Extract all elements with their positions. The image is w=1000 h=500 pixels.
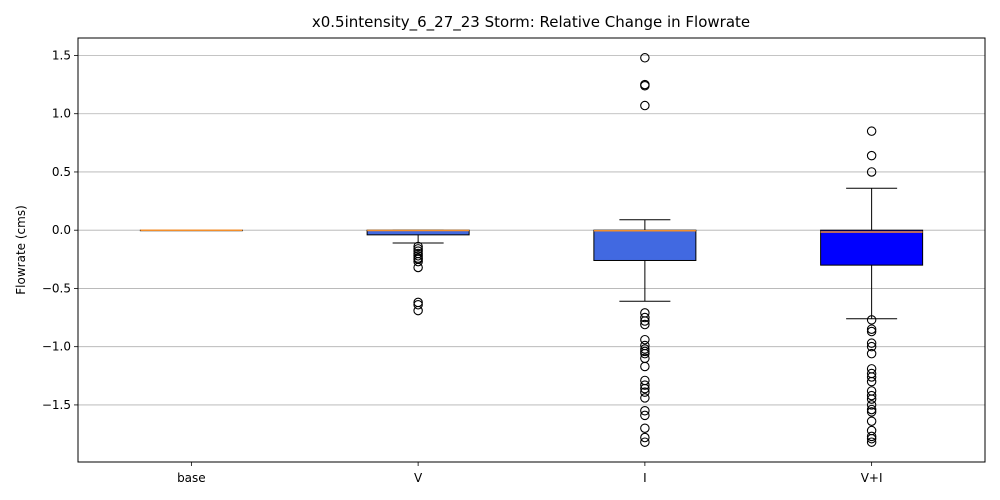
outlier-point xyxy=(866,324,877,334)
y-tick-label: 1.0 xyxy=(52,107,71,121)
x-tick-label: I xyxy=(643,471,647,485)
outlier-point xyxy=(640,344,650,354)
outlier-point xyxy=(640,432,650,443)
y-tick-label: 0.0 xyxy=(52,223,71,237)
y-tick-label: −0.5 xyxy=(42,281,71,295)
outlier-point xyxy=(413,299,423,310)
outlier-point xyxy=(640,437,650,447)
outlier-point xyxy=(866,348,877,359)
outlier-point xyxy=(866,315,877,325)
outlier-point xyxy=(866,167,877,177)
outlier-point xyxy=(413,256,423,267)
outlier-point xyxy=(413,244,423,254)
iqr-box xyxy=(820,229,924,266)
outlier-point xyxy=(866,338,877,348)
outlier-point xyxy=(640,81,650,91)
outlier-point xyxy=(866,416,877,426)
outlier-point xyxy=(640,53,650,63)
y-tick-label: −1.5 xyxy=(42,398,71,412)
box-vi xyxy=(820,126,924,447)
outlier-point xyxy=(640,393,650,403)
outlier-point xyxy=(866,404,877,415)
outlier-point xyxy=(866,433,877,444)
outlier-point xyxy=(866,390,877,401)
outlier-point xyxy=(640,410,650,421)
x-tick-label: V xyxy=(414,471,423,485)
outlier-point xyxy=(866,126,877,136)
outlier-point xyxy=(640,380,650,390)
outlier-point xyxy=(866,407,877,417)
outlier-point xyxy=(413,241,423,252)
outlier-point xyxy=(640,319,650,330)
outlier-point xyxy=(413,262,423,273)
box-layer xyxy=(139,53,924,447)
outlier-point xyxy=(640,100,650,111)
x-tick-label: base xyxy=(177,471,206,485)
outlier-point xyxy=(413,251,423,261)
chart-title: x0.5intensity_6_27_23 Storm: Relative Ch… xyxy=(312,13,750,32)
y-tick-label: 0.5 xyxy=(52,165,71,179)
outlier-point xyxy=(866,150,877,161)
axis-layer: 1.5 1.0 0.5 0.0 −0.5 −1.0 −1.5 base V I V+I xyxy=(42,48,883,485)
box-base xyxy=(139,229,243,232)
y-tick-label: −1.0 xyxy=(42,340,71,354)
x-tick-label: V+I xyxy=(861,471,883,485)
outlier-point xyxy=(640,423,650,433)
outlier-point xyxy=(866,341,877,352)
outlier-point xyxy=(866,431,877,442)
outlier-point xyxy=(640,361,650,372)
iqr-box xyxy=(593,229,697,261)
outlier-point xyxy=(866,326,877,337)
outlier-point xyxy=(413,305,423,316)
outlier-point xyxy=(640,312,650,323)
y-axis-label: Flowrate (cms) xyxy=(14,205,28,294)
outlier-point xyxy=(866,376,877,387)
outlier-point xyxy=(640,405,650,416)
outlier-point xyxy=(866,394,877,404)
outlier-point xyxy=(640,348,650,359)
outlier-point xyxy=(866,437,877,447)
plot-frame xyxy=(77,37,986,463)
outlier-point xyxy=(640,383,650,394)
outlier-point xyxy=(640,387,650,397)
box-i xyxy=(593,53,697,447)
y-tick-label: 1.5 xyxy=(52,48,71,62)
outlier-point xyxy=(640,334,650,345)
outlier-point xyxy=(866,372,877,382)
box-v xyxy=(366,229,470,316)
outlier-point xyxy=(640,346,650,357)
outlier-point xyxy=(866,400,877,410)
outlier-point xyxy=(640,316,650,326)
